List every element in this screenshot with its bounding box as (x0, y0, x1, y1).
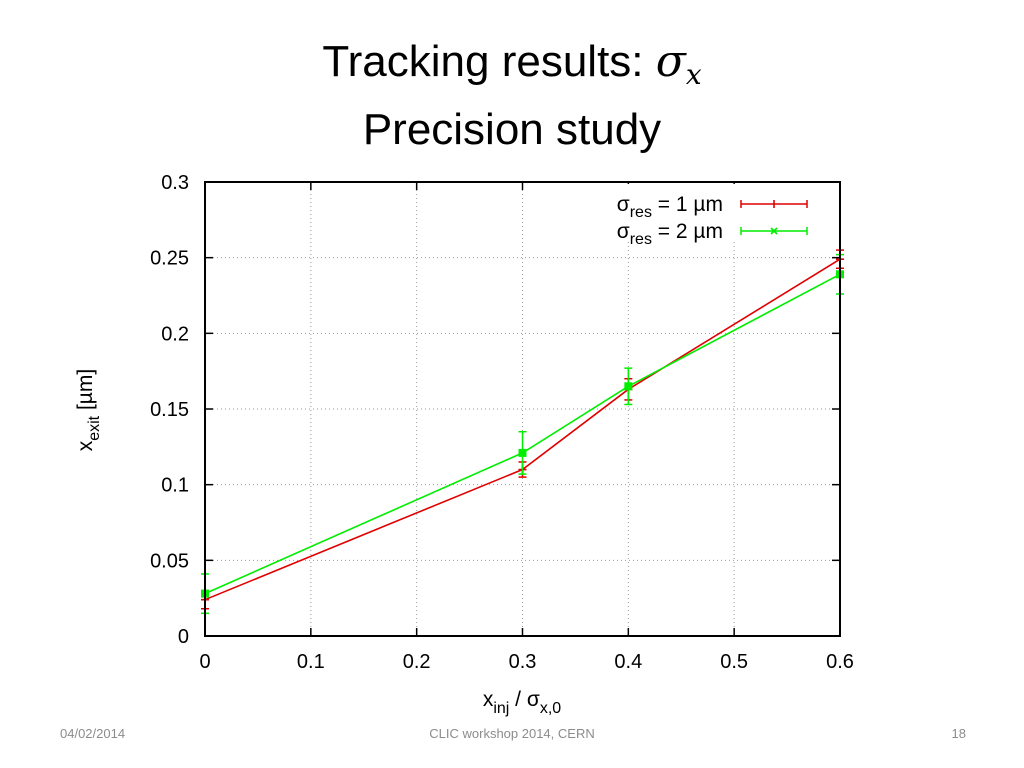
series-2 (201, 253, 844, 615)
legend-entry: σres = 2 µm (617, 220, 808, 248)
legend-label: σres = 1 µm (617, 193, 723, 221)
x-tick-label: 0.3 (509, 651, 537, 673)
legend-box (575, 184, 837, 242)
x-tick-label: 0 (199, 651, 210, 673)
title-sigma-symbol: σx (655, 36, 702, 89)
legend-entry: σres = 1 µm (617, 193, 808, 221)
footer-date: 04/02/2014 (60, 726, 126, 741)
y-tick-label: 0.1 (161, 475, 189, 497)
slide-title-text: Tracking results: (322, 37, 644, 86)
data-point (518, 448, 527, 457)
y-axis-label: xexit [µm] (74, 369, 103, 452)
x-axis-label: xinj / σx,0 (483, 688, 561, 717)
data-point (624, 382, 633, 391)
x-tick-label: 0.5 (720, 651, 748, 673)
series-line (204, 273, 841, 595)
slide-subtitle: Precision study (362, 105, 662, 154)
y-tick-label: 0.15 (150, 399, 189, 421)
slide-title: Tracking results: σx (0, 40, 1024, 89)
y-tick-label: 0 (178, 626, 189, 648)
footer-page-number: 18 (951, 726, 966, 741)
title-sigma-subscript: x (685, 58, 702, 91)
chart-grid (205, 182, 840, 636)
x-tick-label: 0.2 (403, 651, 431, 673)
x-tick-label: 0.6 (826, 651, 854, 673)
y-tick-label: 0.25 (150, 248, 189, 270)
y-tick-label: 0.2 (161, 323, 189, 345)
series-line (204, 258, 841, 601)
legend-marker (770, 227, 778, 235)
x-tick-label: 0.4 (614, 651, 642, 673)
y-tick-label: 0.05 (150, 550, 189, 572)
footer-event: CLIC workshop 2014, CERN (429, 726, 595, 741)
chart-ticks: 0 0.1 0.2 0.3 0.4 0.5 0.6 0 0.05 0.1 0.15 0.2 0.25 0.… (150, 172, 854, 673)
y-tick-label: 0.3 (161, 172, 189, 194)
title-sigma-letter: σ (655, 36, 686, 87)
legend-label: σres = 2 µm (617, 220, 723, 248)
x-tick-label: 0.1 (297, 651, 325, 673)
